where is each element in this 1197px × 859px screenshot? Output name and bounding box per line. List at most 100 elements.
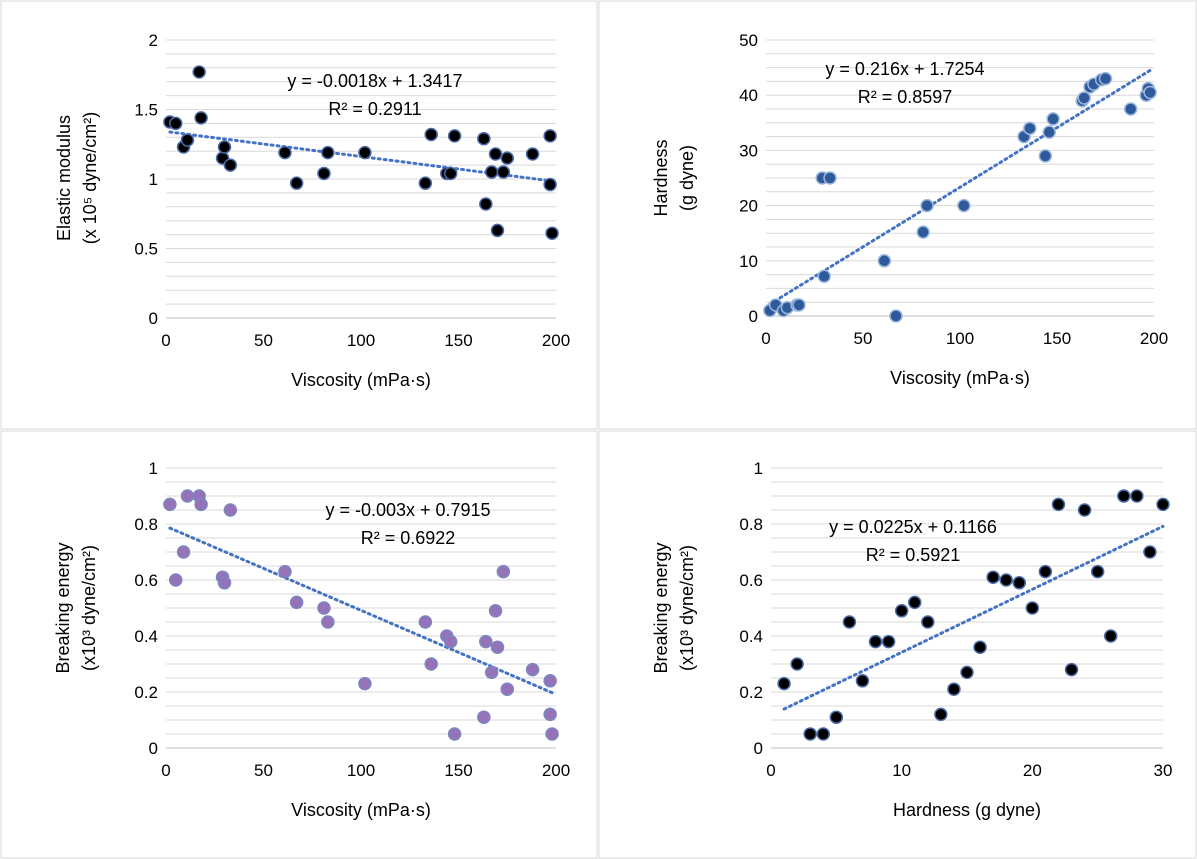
y-tick-label: 30 — [739, 141, 758, 160]
data-point — [479, 634, 493, 649]
data-point — [443, 634, 458, 649]
data-point — [543, 129, 557, 143]
data-point — [500, 151, 514, 165]
data-point — [960, 665, 974, 680]
data-point — [477, 710, 491, 724]
data-point — [877, 254, 892, 268]
data-point — [317, 601, 331, 615]
y-tick-label: 0 — [749, 307, 758, 326]
y-tick-label: 0.2 — [739, 683, 763, 702]
data-point — [321, 615, 335, 629]
data-point — [525, 662, 540, 677]
y-axis-title-line: (x10³ dyne/cm²) — [677, 545, 697, 671]
data-point — [1098, 71, 1113, 86]
x-tick-label: 150 — [444, 331, 472, 350]
data-point — [278, 564, 292, 579]
data-point — [169, 573, 183, 587]
chart-hardness-vs-viscosity: 0 10 20 30 40 50 0 50 100 150 200 Viscosity (mPa·s)… — [598, 0, 1197, 430]
y-tick-label: 0.2 — [134, 683, 158, 702]
data-point — [868, 634, 883, 649]
data-point — [358, 676, 372, 691]
y-tick-label: 0.8 — [134, 515, 158, 534]
y-axis-title-line: Hardness — [651, 139, 671, 216]
trend-equation: y = -0.0018x + 1.3417 — [287, 71, 462, 91]
data-point — [317, 166, 331, 181]
y-tick-label: 0 — [754, 739, 763, 758]
data-point — [358, 145, 372, 160]
data-point — [957, 198, 971, 213]
data-point — [1143, 85, 1157, 100]
data-point — [842, 615, 857, 629]
data-point — [1077, 91, 1091, 105]
data-point — [790, 657, 804, 671]
trend-r-squared: R² = 0.5921 — [866, 545, 961, 565]
chart-breaking-energy-vs-viscosity: 0 0.2 0.4 0.6 0.8 1 0 50 100 150 200 Viscosity (mPa… — [0, 430, 598, 859]
x-axis-title: Viscosity (mPa·s) — [291, 800, 431, 820]
y-tick-label: 50 — [739, 31, 758, 50]
x-tick-label: 20 — [1023, 761, 1042, 780]
trend-equation: y = -0.003x + 0.7915 — [325, 500, 490, 520]
chart-elastic-modulus-vs-viscosity: 0 0.5 1 1.5 2 0 50 100 150 200 Viscosity (mPa·s) El… — [0, 0, 598, 430]
data-point — [500, 682, 514, 696]
data-point — [823, 171, 837, 185]
y-tick-label: 2 — [149, 31, 158, 50]
x-tick-label: 200 — [1140, 329, 1168, 348]
x-axis-title: Viscosity (mPa·s) — [890, 368, 1030, 388]
data-point — [916, 225, 930, 239]
data-point — [543, 707, 557, 722]
data-point — [999, 573, 1013, 587]
x-tick-label: 0 — [766, 761, 775, 780]
data-point — [855, 674, 870, 688]
data-point — [180, 133, 195, 147]
chart-panel-2: 0 10 20 30 40 50 0 50 100 150 200 Viscosity (mPa·s)… — [598, 0, 1197, 430]
y-tick-label: 0.6 — [739, 571, 763, 590]
y-axis-title-line: (x 10⁵ dyne/cm²) — [80, 112, 100, 245]
data-point — [321, 145, 335, 160]
data-point — [289, 176, 304, 190]
chart-panel-4: 0 0.2 0.4 0.6 0.8 1 0 10 20 30 Hardness (g dyne) Br… — [598, 430, 1197, 859]
data-point — [881, 634, 896, 649]
trendline — [768, 68, 1152, 306]
data-point — [418, 176, 433, 190]
trendline — [782, 524, 1165, 711]
trend-equation: y = 0.0225x + 0.1166 — [829, 517, 997, 537]
x-tick-label: 0 — [161, 331, 170, 350]
data-point — [488, 604, 503, 618]
data-point — [1143, 545, 1157, 559]
data-point — [1025, 601, 1040, 615]
data-point — [1042, 125, 1056, 139]
trend-equation: y = 0.216x + 1.7254 — [825, 59, 984, 79]
y-tick-label: 0.4 — [739, 627, 763, 646]
data-point — [1117, 489, 1131, 503]
data-point — [1156, 497, 1170, 512]
y-axis-title-line: Breaking energy — [651, 542, 671, 673]
y-axis-title-line: Elastic modulus — [54, 115, 74, 241]
y-tick-label: 0.4 — [134, 627, 158, 646]
data-point — [803, 727, 817, 741]
data-point — [545, 727, 559, 741]
data-point — [525, 147, 540, 161]
y-tick-label: 1 — [149, 170, 158, 189]
data-point — [973, 640, 987, 654]
data-point — [543, 177, 557, 192]
data-point — [1038, 564, 1053, 579]
data-point — [792, 298, 806, 312]
data-point — [777, 676, 791, 691]
x-tick-label: 100 — [946, 329, 974, 348]
x-tick-label: 50 — [854, 329, 873, 348]
y-tick-label: 1 — [149, 459, 158, 478]
chart-panel-3: 0 0.2 0.4 0.6 0.8 1 0 50 100 150 200 Viscosity (mPa… — [0, 430, 598, 859]
data-point — [1051, 497, 1066, 512]
data-point — [223, 503, 238, 517]
y-tick-label: 0 — [149, 739, 158, 758]
data-point — [907, 595, 922, 610]
y-tick-label: 10 — [739, 252, 758, 271]
data-point — [223, 158, 238, 172]
data-point — [1064, 662, 1079, 677]
data-point — [424, 127, 438, 142]
data-point — [447, 129, 462, 143]
data-point — [889, 309, 903, 323]
data-point — [443, 166, 458, 181]
y-axis-title-line: Breaking energy — [53, 542, 73, 673]
